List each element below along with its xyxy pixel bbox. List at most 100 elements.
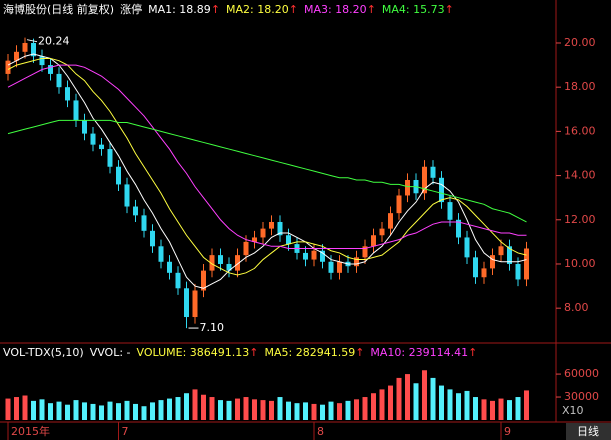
candle-body	[48, 65, 53, 74]
annotation: 7.10	[200, 321, 225, 334]
period-label[interactable]: 日线	[577, 424, 599, 438]
volume-bar	[328, 401, 334, 420]
candle-body	[515, 263, 521, 280]
volume-bar	[99, 405, 104, 420]
candle-body	[99, 144, 104, 150]
volume-bar	[133, 403, 138, 420]
volume-bar	[515, 397, 521, 420]
legend-arrow: ↑	[468, 346, 477, 359]
candle-body	[73, 100, 79, 121]
volume-bar	[413, 383, 419, 420]
volume-bar	[405, 374, 410, 420]
candle-body	[277, 221, 283, 236]
candle-body	[184, 288, 189, 318]
volume-bar	[192, 389, 198, 420]
volume-bar	[167, 398, 172, 420]
volume-bar	[320, 404, 325, 420]
volume-bar	[422, 370, 427, 420]
annotation-arrow	[26, 39, 38, 43]
annotation: 20.24	[38, 35, 70, 48]
legend-item: VOL-TDX(5,10)	[3, 346, 84, 359]
volume-bar	[14, 397, 19, 420]
candle-body	[337, 261, 342, 273]
ma-line	[7, 119, 527, 223]
volume-bar	[371, 393, 376, 420]
candle-body	[226, 263, 232, 271]
candle-body	[286, 235, 291, 245]
volume-bar	[116, 403, 121, 420]
x-tick-label: 8	[317, 425, 324, 438]
volume-bar	[158, 400, 164, 420]
legend-arrow: ↑	[249, 346, 258, 359]
candle-body	[260, 228, 266, 238]
volume-bar	[362, 397, 368, 420]
frame	[0, 0, 611, 423]
volume-bar	[201, 394, 206, 420]
volume-bar	[150, 402, 155, 420]
volume-bar	[303, 402, 308, 420]
legend-item: MA4: 15.73	[382, 3, 445, 16]
volume-bar	[73, 400, 79, 420]
legend-item: VOLUME: 386491.13	[137, 346, 250, 359]
vol-tick-label: 60000	[564, 367, 599, 380]
candle-body	[320, 250, 325, 262]
legend-arrow: ↑	[211, 3, 220, 16]
volume-bar	[277, 397, 283, 420]
candle-body	[481, 268, 487, 278]
volume-bar	[218, 400, 223, 420]
candle-body	[14, 51, 19, 61]
candle-body	[303, 252, 308, 260]
candle-body	[31, 42, 36, 57]
volume-bar	[48, 403, 53, 420]
vol-tick-label: 30000	[564, 390, 599, 403]
candle-body	[371, 235, 376, 247]
candle-body	[269, 221, 274, 229]
candle-body	[388, 213, 393, 229]
volume-bar	[337, 403, 342, 420]
candle-body	[243, 241, 249, 256]
y-tick-label: 20.00	[564, 36, 596, 49]
volume-bar	[252, 399, 257, 420]
ma-line	[7, 64, 527, 250]
volume-bar	[56, 401, 62, 420]
candle-body	[354, 257, 359, 267]
candle-body	[362, 246, 368, 258]
volume-bar	[430, 377, 436, 420]
ma-line	[7, 57, 527, 276]
candle-body	[82, 120, 87, 134]
candle-body	[56, 73, 62, 88]
period-box[interactable]	[566, 423, 611, 440]
legend-item: MA3: 18.20	[304, 3, 367, 16]
candle-body	[116, 166, 121, 185]
volume-bar	[22, 395, 28, 420]
volume-bar	[5, 398, 11, 420]
candle-body	[175, 272, 181, 289]
volume-bar	[311, 403, 317, 420]
y-tick-label: 14.00	[564, 169, 596, 182]
candle-body	[328, 261, 334, 273]
candle-body	[405, 180, 410, 196]
candle-body	[473, 257, 478, 278]
candle-body	[439, 177, 444, 203]
candle-body	[447, 202, 453, 220]
candle-body	[39, 56, 45, 66]
volume-bar	[235, 398, 240, 420]
volume-bar	[175, 397, 181, 420]
volume-bar	[184, 393, 189, 420]
candle-body	[90, 133, 96, 145]
volume-bar	[82, 402, 87, 420]
x-tick-label: 2015年	[11, 424, 50, 438]
volume-bar	[90, 403, 96, 420]
volume-bar	[464, 390, 470, 420]
y-tick-label: 16.00	[564, 124, 596, 137]
candle-body	[490, 255, 495, 269]
volume-bar	[447, 389, 453, 420]
candle-body	[167, 261, 172, 273]
volume-bar	[396, 377, 402, 420]
volume-bar	[481, 399, 487, 420]
volume-bar	[269, 400, 274, 420]
volume-bar	[354, 399, 359, 420]
volume-bar	[65, 404, 70, 420]
